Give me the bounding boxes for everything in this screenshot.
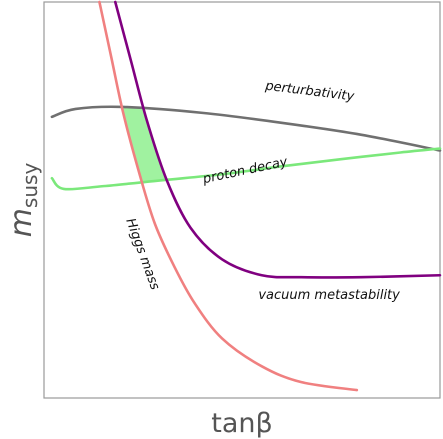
curve-label-proton-decay: proton decay [201,155,290,188]
y-axis-label-main: m [4,208,39,237]
series-layer [50,0,442,392]
series-line-vacuum-metastability [113,0,442,279]
y-axis-label: msusy [4,163,42,238]
curve-label-vacuum-metastability: vacuum metastability [258,288,400,303]
series-line-perturbativity [50,105,442,152]
allowed-region-layer [122,106,167,183]
curve-label-perturbativity: perturbativity [263,79,355,105]
y-axis-label-subscript: susy [18,163,42,209]
series-line-higgs-mass [98,0,359,392]
plot-frame [43,1,441,399]
series-line-proton-decay [50,147,442,191]
x-axis-label: tanβ [211,408,272,439]
allowed-region-shade [122,106,167,183]
